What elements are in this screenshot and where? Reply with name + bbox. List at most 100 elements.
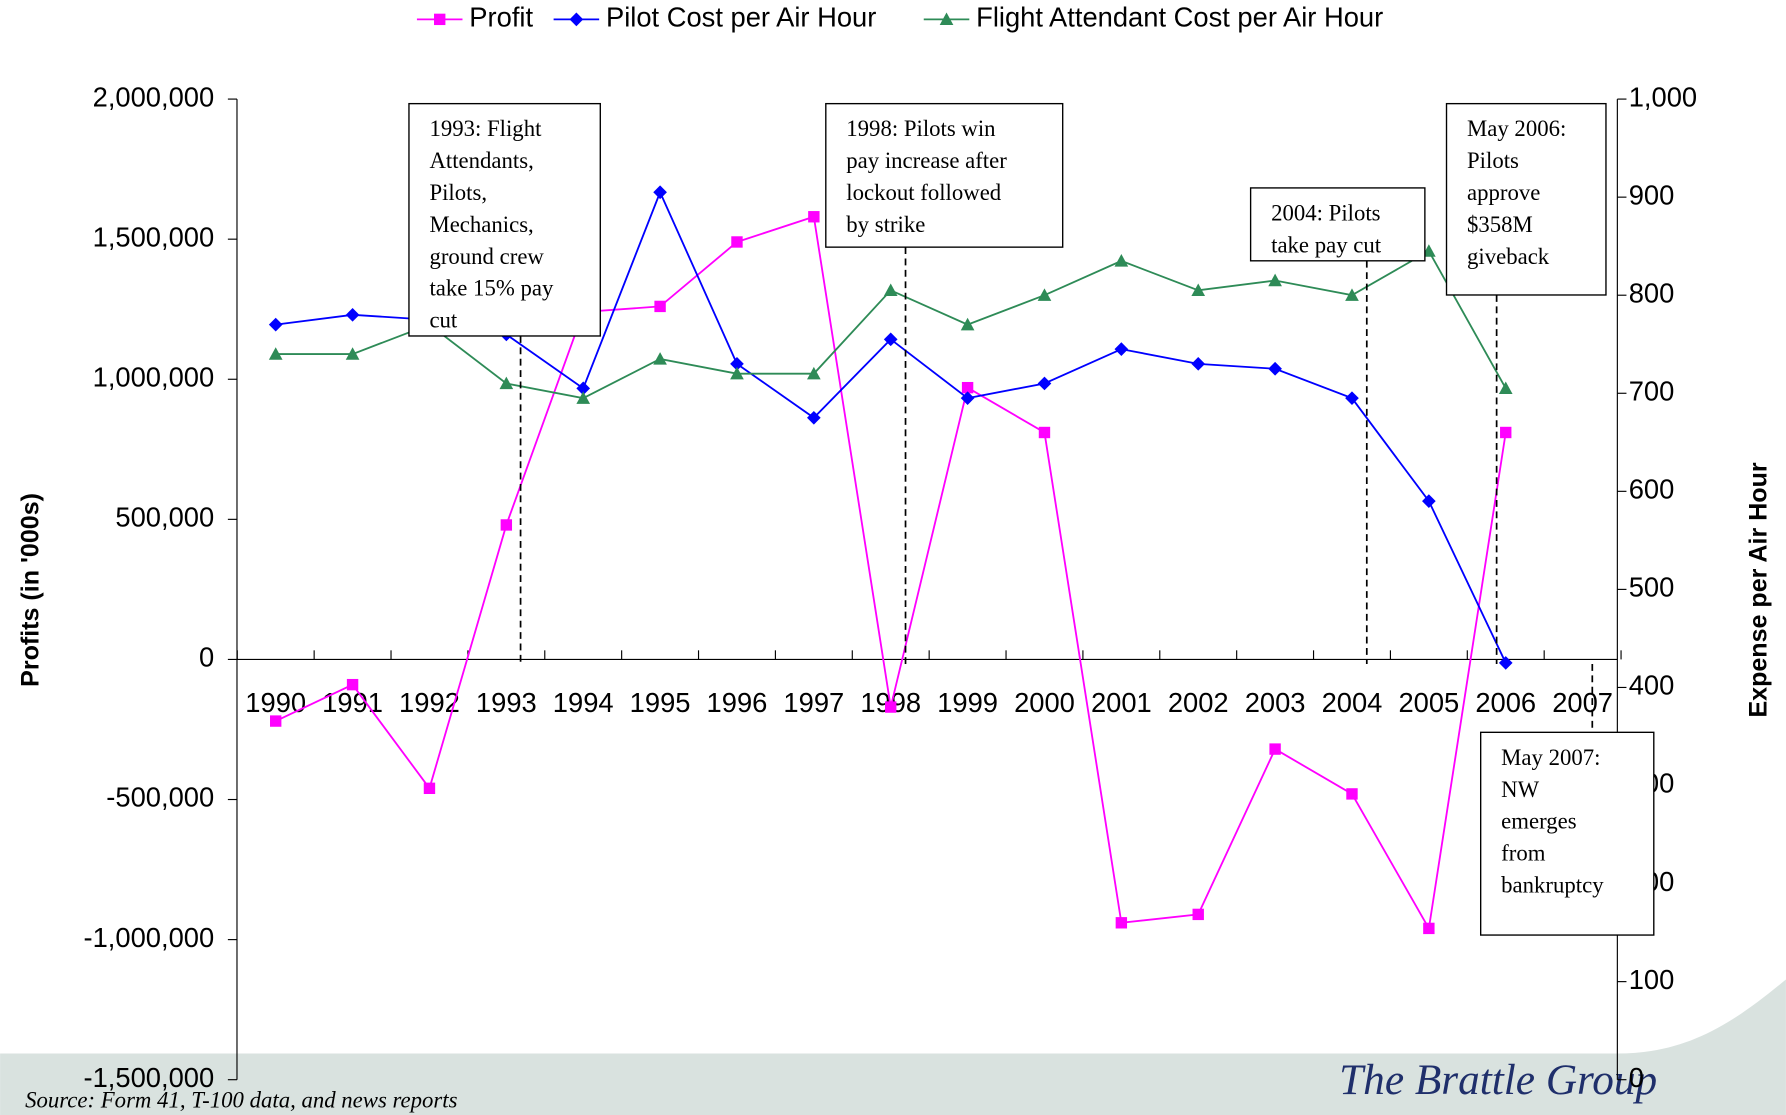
marker [730, 366, 744, 380]
x-tick-label: 1995 [630, 687, 691, 718]
annotation-text: 1993: Flight [429, 116, 542, 141]
marker [345, 347, 360, 360]
annotation-text: pay increase after [846, 148, 1007, 173]
y-tick-label: -500,000 [106, 782, 214, 813]
y2-tick-label: 600 [1629, 474, 1675, 505]
y2-tick-label: 0 [1629, 1062, 1644, 1093]
y2-tick-label: 900 [1629, 179, 1675, 210]
y-tick-label: 500,000 [115, 502, 214, 533]
annotation-text: $358M [1467, 212, 1533, 237]
annotation-box [1479, 731, 1655, 936]
annotation-text: May 2006: [1467, 116, 1566, 141]
annotation-text: by strike [846, 212, 925, 237]
x-tick-label: 2003 [1245, 687, 1306, 718]
x-tick-label: 2002 [1168, 687, 1229, 718]
y2-tick-label: 500 [1629, 572, 1675, 603]
legend-label: Flight Attendant Cost per Air Hour [976, 2, 1383, 33]
annotation-text: 1998: Pilots win [846, 116, 996, 141]
annotation-text: ground crew [429, 244, 544, 269]
annotation-text: emerges [1501, 809, 1577, 834]
marker [1037, 376, 1052, 391]
y-tick-label: -1,000,000 [84, 922, 215, 953]
x-tick-label: 2005 [1398, 687, 1459, 718]
marker [576, 391, 591, 404]
y2-tick-label: 800 [1629, 277, 1675, 308]
annotation-text: May 2007: [1501, 745, 1600, 770]
annotation-text: take 15% pay [429, 276, 554, 301]
marker [1191, 357, 1206, 371]
marker [960, 317, 975, 331]
legend-marker [939, 12, 954, 26]
y-tick-label: 1,500,000 [93, 221, 215, 252]
x-tick-label: 2001 [1091, 687, 1152, 718]
legend-marker [569, 12, 584, 27]
y-axis-title: Profits (in '000s) [17, 493, 45, 687]
marker [1192, 908, 1204, 921]
annotation-text: 2004: Pilots [1271, 200, 1381, 225]
marker [807, 410, 821, 425]
annotation-text: Pilots, [429, 180, 487, 205]
marker [654, 300, 666, 313]
swoosh [1617, 979, 1786, 1054]
annotation-text: Attendants, [429, 148, 533, 173]
marker [1268, 361, 1282, 376]
legend-label: Profit [469, 2, 533, 33]
y2-tick-label: 100 [1629, 964, 1675, 995]
annotation-text: lockout followed [846, 180, 1002, 205]
footer-band [0, 1053, 1786, 1115]
marker [961, 381, 974, 394]
marker [883, 283, 898, 296]
marker [270, 715, 282, 727]
annotation-text: take pay cut [1271, 232, 1382, 257]
marker [1038, 426, 1051, 439]
annotation-text: NW [1501, 777, 1539, 802]
y-tick-label: 0 [199, 642, 214, 673]
legend-label: Pilot Cost per Air Hour [606, 2, 876, 33]
logo: The Brattle Group [1339, 1056, 1657, 1104]
marker [1346, 788, 1358, 800]
y-tick-label: 2,000,000 [93, 81, 215, 112]
marker [883, 332, 898, 347]
y-tick-label: 1,000,000 [93, 361, 215, 392]
x-tick-label: 1993 [476, 687, 537, 718]
y2-tick-label: 400 [1629, 670, 1675, 701]
marker [1269, 743, 1281, 755]
marker [1422, 494, 1436, 508]
marker [346, 678, 359, 691]
marker [423, 782, 436, 795]
x-tick-label: 2004 [1322, 687, 1383, 718]
marker [1345, 288, 1359, 301]
annotation-text: Pilots [1467, 148, 1519, 173]
x-tick-label: 1999 [937, 687, 998, 718]
marker [499, 376, 514, 390]
annotation-box [408, 102, 601, 337]
marker [345, 307, 360, 322]
x-tick-label: 2006 [1475, 687, 1536, 718]
x-tick-label: 2000 [1014, 687, 1075, 718]
annotation-box [1249, 187, 1426, 262]
marker [1114, 254, 1129, 267]
marker [1500, 426, 1512, 439]
annotation-text: bankruptcy [1501, 872, 1604, 897]
x-tick-label: 1996 [707, 687, 768, 718]
x-tick-label: 1992 [399, 687, 460, 718]
marker [808, 211, 820, 223]
y-tick-label: -1,500,000 [84, 1062, 215, 1093]
marker [1037, 288, 1052, 301]
annotation-box [1445, 102, 1607, 296]
source: Source: Form 41, T-100 data, and news re… [25, 1088, 457, 1113]
marker [500, 519, 513, 531]
marker [653, 185, 667, 200]
y2-tick-label: 700 [1629, 375, 1675, 406]
marker [1498, 656, 1513, 670]
marker [731, 236, 743, 248]
marker [653, 352, 667, 365]
x-tick-label: 2007 [1552, 687, 1613, 718]
y2-tick-label: 1,000 [1629, 81, 1697, 112]
marker [885, 701, 897, 713]
annotation-text: Mechanics, [429, 212, 533, 237]
annotation-text: cut [429, 308, 457, 333]
marker [1114, 342, 1129, 356]
y2-axis-title: Expense per Air Hour [1744, 462, 1772, 717]
